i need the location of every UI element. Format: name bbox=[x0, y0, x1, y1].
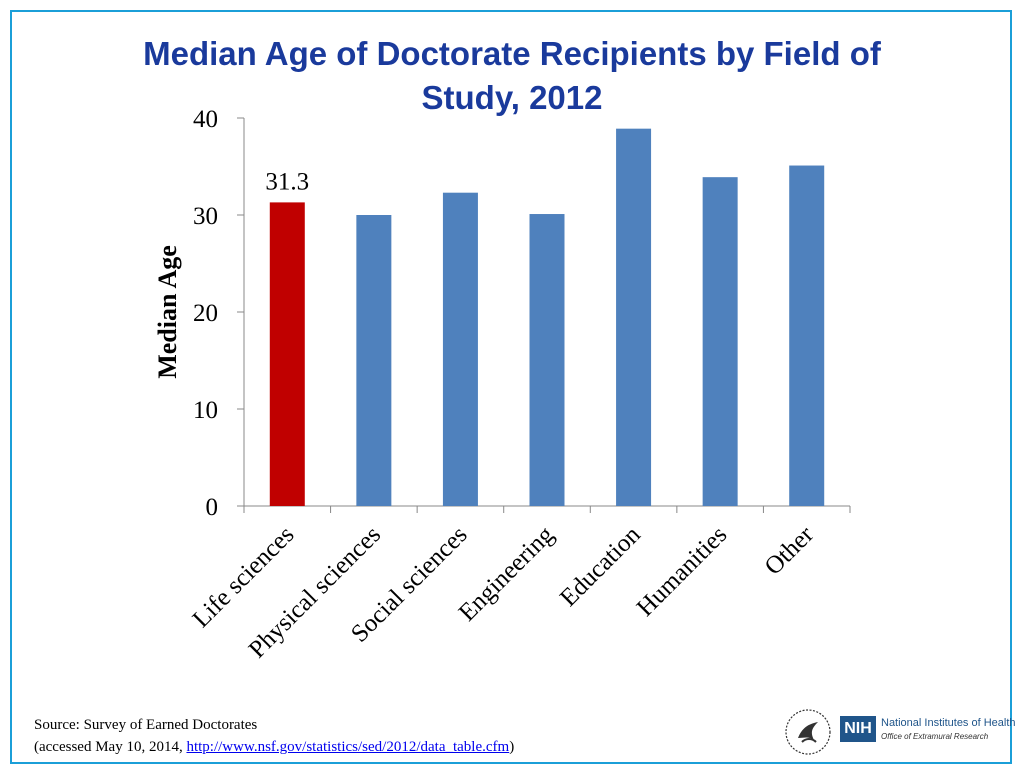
bar-life-sciences bbox=[269, 202, 305, 506]
hhs-eagle-icon bbox=[785, 709, 831, 755]
slide-frame bbox=[10, 10, 1012, 764]
y-tick-label: 30 bbox=[193, 203, 218, 230]
bar-humanities bbox=[702, 177, 738, 507]
source-prefix: (accessed May 10, 2014, bbox=[34, 739, 187, 755]
bar-physical-sciences bbox=[356, 215, 392, 506]
y-tick-label: 20 bbox=[193, 300, 218, 327]
chart-bars bbox=[269, 128, 825, 507]
source-line-1: Source: Survey of Earned Doctorates bbox=[34, 717, 258, 733]
chart-title: Median Age of Doctorate Recipients by Fi… bbox=[143, 35, 881, 116]
y-axis-label: Median Age bbox=[153, 245, 182, 379]
source-suffix: ) bbox=[509, 739, 515, 755]
nih-office: Office of Extramural Research bbox=[881, 732, 989, 741]
bar-education bbox=[616, 128, 652, 507]
bar-social-sciences bbox=[442, 192, 478, 506]
nih-name: National Institutes of Health bbox=[881, 717, 1016, 729]
y-tick-label: 0 bbox=[206, 494, 219, 521]
bar-other bbox=[789, 165, 825, 506]
data-label: 31.3 bbox=[265, 168, 309, 195]
source-line-2: (accessed May 10, 2014, http://www.nsf.g… bbox=[34, 736, 514, 758]
x-tick-label: Engineering bbox=[454, 521, 560, 627]
source-link[interactable]: http://www.nsf.gov/statistics/sed/2012/d… bbox=[186, 739, 510, 755]
y-tick-label: 40 bbox=[193, 106, 218, 133]
x-tick-label: Education bbox=[555, 521, 646, 612]
bar-engineering bbox=[529, 214, 565, 506]
y-tick-label: 10 bbox=[193, 397, 218, 424]
x-tick-label: Humanities bbox=[632, 521, 733, 622]
x-tick-label: Other bbox=[760, 521, 820, 581]
nih-logo: NIH bbox=[840, 716, 876, 742]
source-note: Source: Survey of Earned Doctorates (acc… bbox=[34, 714, 514, 758]
